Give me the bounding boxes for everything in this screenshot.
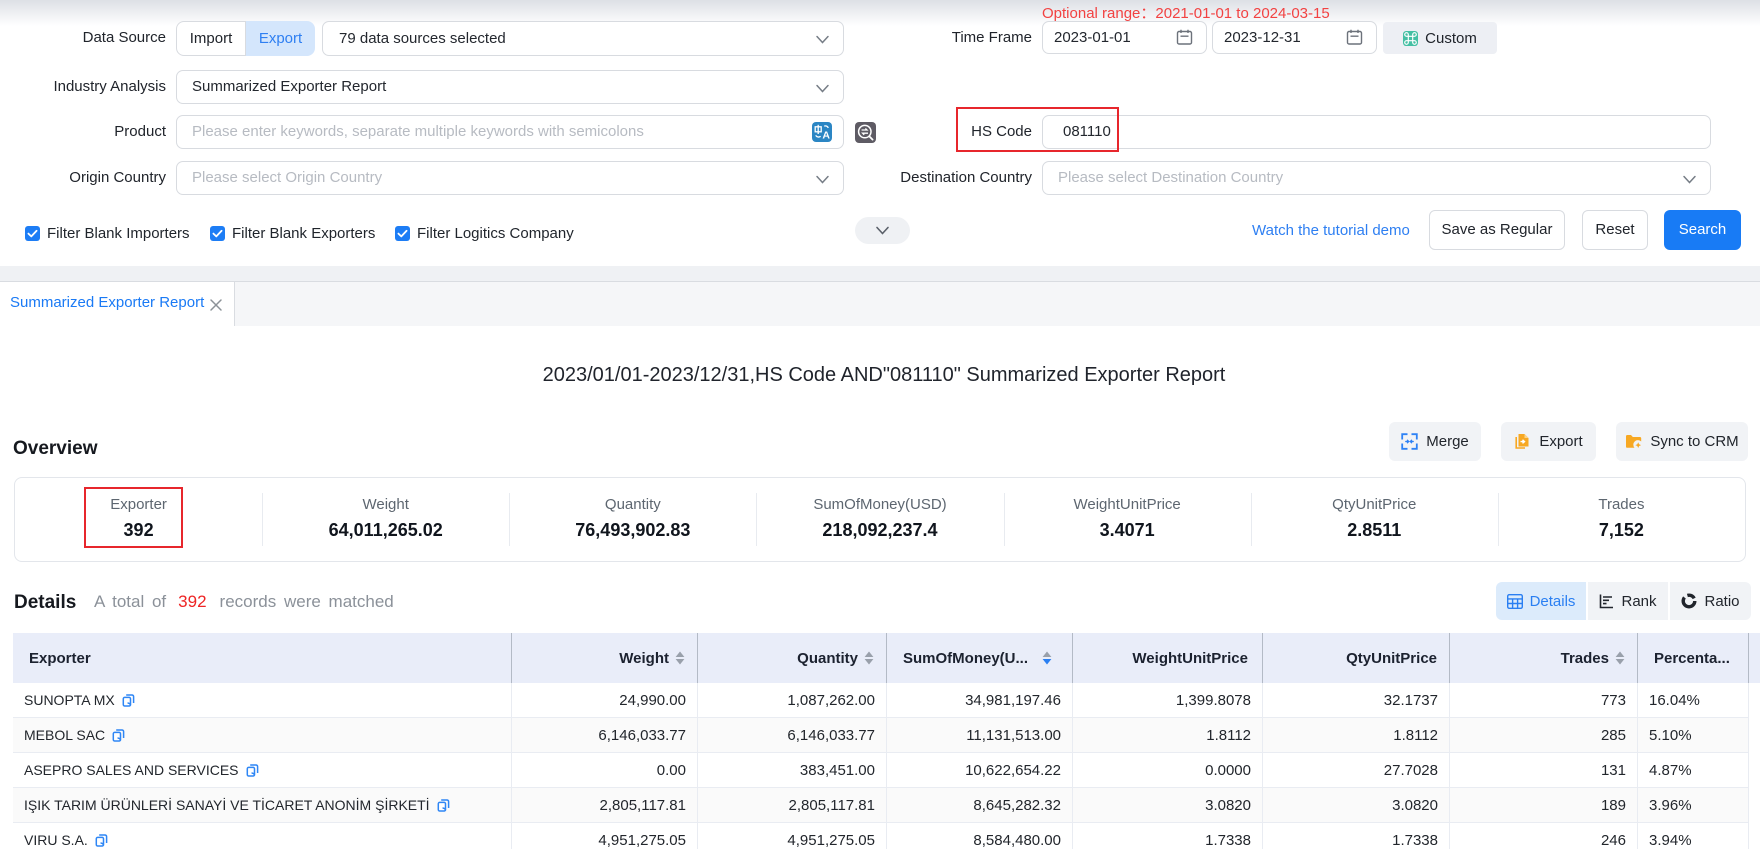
svg-text:A: A	[822, 129, 830, 141]
